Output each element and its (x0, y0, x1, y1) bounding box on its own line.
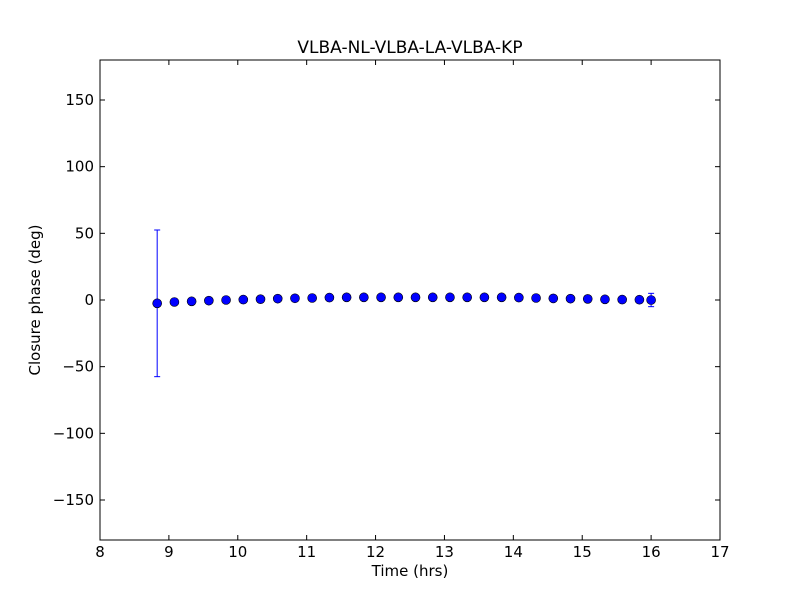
y-axis-ticks: −150 −100 −50 0 50 100 150 (53, 91, 720, 509)
x-axis-ticks: 8 9 10 11 12 13 14 15 16 17 (95, 60, 730, 561)
data-point (376, 292, 386, 303)
y-tick-label: 0 (84, 291, 94, 309)
data-point (462, 292, 472, 303)
x-tick-label: 9 (164, 543, 174, 561)
y-tick-label: 100 (65, 158, 94, 176)
y-tick-label: 50 (75, 224, 94, 242)
data-point (221, 295, 231, 305)
data-point (496, 292, 507, 303)
x-tick-label: 13 (435, 543, 454, 561)
data-point (359, 292, 369, 303)
data-point (531, 293, 541, 303)
data-point (514, 292, 524, 303)
data-point (600, 294, 610, 305)
x-tick-label: 16 (642, 543, 661, 561)
y-tick-label: −150 (53, 491, 94, 509)
data-point (582, 294, 593, 304)
data-point (152, 298, 162, 309)
data-point (341, 292, 352, 303)
x-tick-label: 11 (297, 543, 316, 561)
data-point (324, 292, 335, 303)
y-tick-label: −50 (62, 358, 94, 376)
data-point (238, 294, 249, 305)
x-tick-label: 17 (710, 543, 729, 561)
plot-frame (99, 59, 721, 541)
data-point (393, 292, 404, 303)
data-point (307, 293, 317, 303)
data-point (410, 292, 421, 303)
data-point (634, 294, 645, 305)
y-tick-label: 150 (65, 91, 94, 109)
x-tick-label: 12 (366, 543, 385, 561)
data-point (169, 297, 180, 307)
x-tick-label: 14 (504, 543, 523, 561)
y-axis-label: Closure phase (deg) (26, 225, 44, 376)
x-axis-label: Time (hrs) (371, 562, 449, 580)
data-point (427, 292, 438, 303)
chart-title: VLBA-NL-VLBA-LA-VLBA-KP (297, 38, 522, 58)
data-point (290, 293, 300, 304)
y-tick-label: −100 (53, 424, 94, 442)
data-point (204, 295, 214, 306)
x-tick-label: 10 (228, 543, 247, 561)
data-point (479, 292, 490, 303)
data-point (186, 296, 197, 307)
data-point (548, 293, 559, 304)
data-point (565, 293, 576, 304)
x-tick-label: 8 (95, 543, 105, 561)
x-tick-label: 15 (573, 543, 592, 561)
data-point (255, 294, 266, 305)
data-point (445, 292, 455, 303)
data-point (646, 295, 656, 305)
data-point (617, 294, 627, 305)
plot-area (100, 60, 720, 540)
data-markers (152, 292, 656, 309)
data-point (272, 293, 283, 304)
